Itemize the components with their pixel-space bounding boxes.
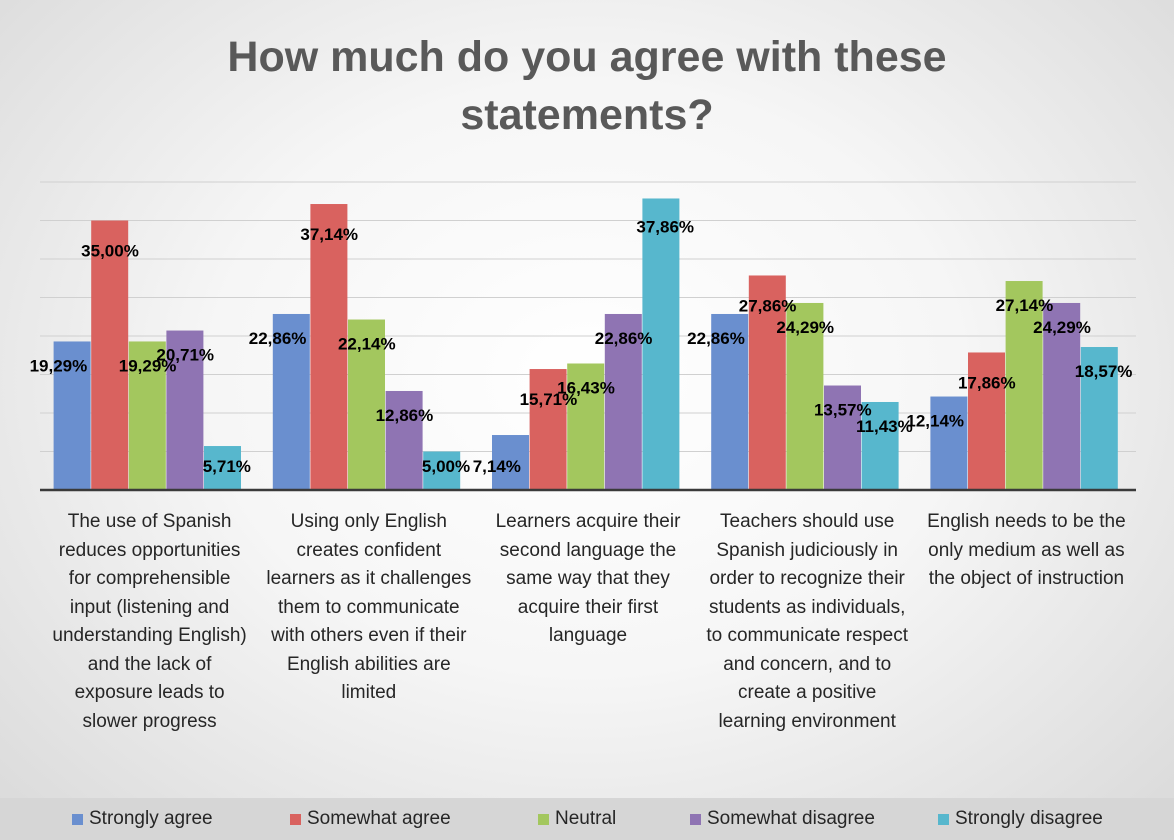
data-label: 12,14% [906,412,964,431]
plot-area: 19,29% 22,86% 7,14% 22,86% 12,14% 35,00% 37,14… [30,181,1136,492]
bar-strongly-disagree [861,401,899,490]
category-label: Learners acquire their second language t… [495,511,681,646]
bar-neutral [567,363,605,490]
data-label: 20,71% [156,346,214,365]
chart-title: How much do you agree with these stateme… [227,33,947,139]
legend-label: Strongly disagree [955,808,1103,829]
bar-somewhat-disagree [166,330,204,490]
bar-strongly-agree [930,396,968,490]
data-label: 37,86% [636,217,694,236]
bar-somewhat-disagree [1043,302,1081,490]
bar-strongly-agree [53,341,91,490]
legend-item: Strongly disagree [938,808,1103,830]
data-label: 22,86% [595,329,653,348]
legend-label: Neutral [555,808,617,829]
bar-strongly-disagree [1080,347,1118,490]
bar-somewhat-agree [968,352,1005,490]
data-label: 15,71% [520,390,578,409]
data-label: 22,14% [338,335,396,354]
data-label: 16,43% [557,378,615,397]
data-label: 22,86% [687,329,745,348]
data-label: 18,57% [1075,362,1133,381]
legend-item: Strongly agree [72,808,213,830]
data-label: 19,29% [30,356,88,375]
bar-neutral [128,341,166,490]
bar-somewhat-agree [529,369,567,490]
legend-item: Somewhat agree [290,808,451,830]
bar-somewhat-agree [748,275,786,490]
data-label: 27,86% [739,296,797,315]
bar-somewhat-disagree [824,385,861,490]
data-label: 24,29% [1033,318,1091,337]
bar-strongly-disagree [204,446,241,490]
data-label: 27,14% [996,296,1054,315]
bar-somewhat-agree [310,204,348,490]
data-label: 12,86% [376,406,434,425]
bar-strongly-disagree [642,198,680,490]
category-label: English needs to be the only medium as w… [927,511,1126,589]
legend-label: Strongly agree [89,808,213,829]
data-label: 11,43% [856,417,913,436]
bar-strongly-agree [272,313,310,490]
category-label: Using only English creates confident lea… [266,511,472,703]
legend-label: Somewhat agree [307,808,451,829]
data-label: 22,86% [249,329,307,348]
data-label: 13,57% [814,401,872,420]
data-label: 7,14% [473,457,521,476]
legend-swatch [538,813,549,825]
bar-neutral [348,319,385,490]
bar-strongly-agree [711,313,749,490]
category-label: The use of Spanish reduces opportunities… [52,511,247,732]
legend-label: Somewhat disagree [707,808,875,829]
bar-somewhat-disagree [604,313,642,490]
data-label: 35,00% [81,242,139,261]
category-label: Teachers should use Spanish judiciously … [706,511,909,732]
data-label: 24,29% [776,318,834,337]
data-label: 5,71% [203,457,251,476]
data-label: 37,14% [300,225,358,244]
legend-swatch [290,813,301,825]
bar-strongly-agree [492,435,529,490]
legend-swatch [690,813,701,825]
legend-item: Neutral [538,808,616,830]
legend-swatch [938,813,949,825]
bar-strongly-disagree [423,451,461,490]
bar-neutral [1005,281,1043,490]
legend-swatch [72,813,83,825]
legend: Strongly agree Somewhat agree Neutral Somew… [0,798,1174,840]
data-label: 5,00% [422,457,470,476]
bar-somewhat-agree [91,220,129,490]
data-label: 17,86% [958,373,1016,392]
bar-neutral [786,302,824,490]
legend-item: Somewhat disagree [690,808,875,830]
bar-somewhat-disagree [385,390,423,490]
data-label: 19,29% [119,356,177,375]
